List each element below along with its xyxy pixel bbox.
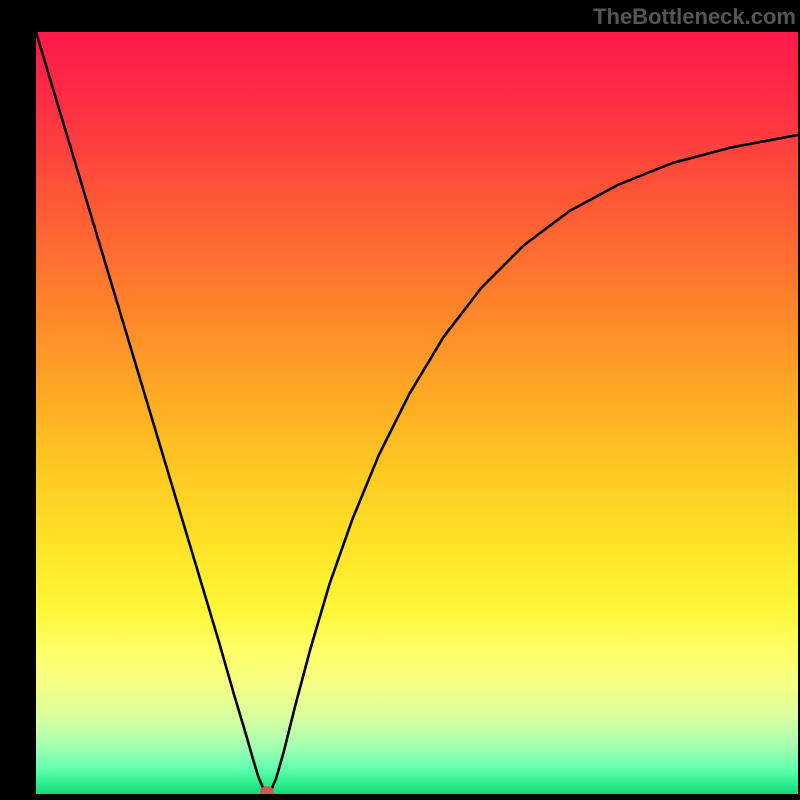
chart-container: TheBottleneck.com xyxy=(0,0,800,800)
watermark-text: TheBottleneck.com xyxy=(593,4,796,30)
chart-svg xyxy=(36,32,798,794)
plot-area xyxy=(36,32,798,794)
